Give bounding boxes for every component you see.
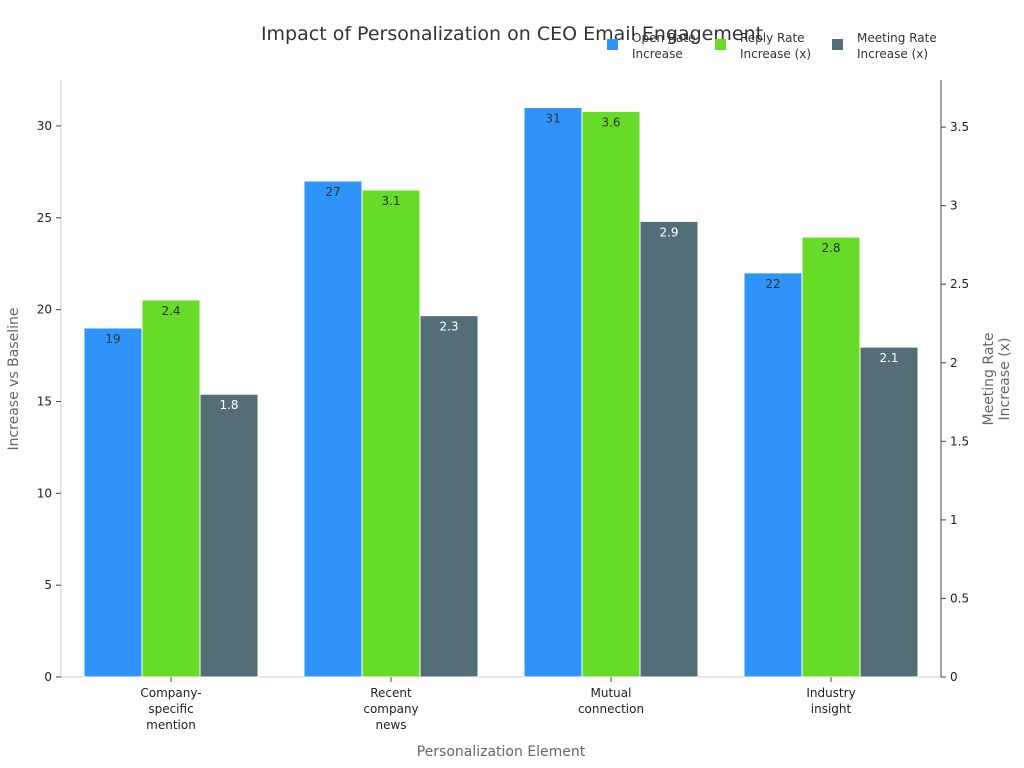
bar-value-label: 2.8 xyxy=(821,241,840,255)
y-tick-label: 25 xyxy=(37,211,52,225)
bar-value-label: 2.4 xyxy=(161,304,180,318)
y-tick-label: 20 xyxy=(37,303,52,317)
y2-tick-label: 0.5 xyxy=(950,591,969,605)
x-tick-label-line: Mutual xyxy=(591,686,632,700)
bar-value-label: 2.3 xyxy=(439,320,458,334)
bar xyxy=(199,393,259,678)
x-tick-label-line: Recent xyxy=(370,686,412,700)
bar xyxy=(523,107,583,678)
y2-tick-label: 3 xyxy=(950,199,958,213)
y2-tick-label: 3.5 xyxy=(950,120,969,134)
bar xyxy=(141,299,201,678)
x-tick-label-line: mention xyxy=(146,718,196,732)
y-tick-label: 0 xyxy=(44,670,52,684)
x-tick-label-line: company xyxy=(363,702,418,716)
x-tick-label-line: connection xyxy=(578,702,644,716)
bar-value-label: 31 xyxy=(545,112,560,126)
y2-tick-label: 2 xyxy=(950,356,958,370)
x-tick-label-line: specific xyxy=(148,702,193,716)
bar xyxy=(83,327,143,678)
y2-tick-label: 0 xyxy=(950,670,958,684)
bar xyxy=(361,189,421,678)
y-tick-label: 15 xyxy=(37,394,52,408)
bar-value-label: 3.1 xyxy=(381,194,400,208)
x-tick-label: Company-specific mention xyxy=(140,686,201,732)
bar xyxy=(801,236,861,678)
y-tick-label: 10 xyxy=(37,486,52,500)
legend-label-line: Increase xyxy=(632,47,683,61)
legend-swatch xyxy=(607,39,618,50)
y2-axis-title-line: Meeting Rate xyxy=(981,333,997,426)
legend-label: Reply Rate Increase (x) xyxy=(740,31,811,61)
bar xyxy=(419,315,479,678)
bar-value-label: 3.6 xyxy=(601,115,620,129)
x-tick-label-line: Company- xyxy=(140,686,201,700)
bar xyxy=(859,346,919,678)
chart-title: Impact of Personalization on CEO Email E… xyxy=(261,23,763,45)
x-tick-label: Industry insight xyxy=(806,686,855,716)
bar-value-label: 22 xyxy=(765,277,780,291)
x-tick-label: Mutual connection xyxy=(578,686,644,716)
x-axis-title: Personalization Element xyxy=(417,744,586,760)
y2-tick-label: 2.5 xyxy=(950,277,969,291)
legend-label-line: Open Rate xyxy=(632,31,695,45)
y2-axis-title-line: Increase (x) xyxy=(997,338,1013,421)
y-tick-label: 5 xyxy=(44,578,52,592)
y-axis-title: Increase vs Baseline xyxy=(6,307,22,450)
y-tick-label: 30 xyxy=(37,119,52,133)
x-tick-label-line: Industry xyxy=(806,686,855,700)
bar-value-label: 2.9 xyxy=(659,225,678,239)
bar xyxy=(639,220,699,678)
x-tick-label: Recent company news xyxy=(363,686,418,732)
bar-value-label: 19 xyxy=(105,332,120,346)
legend-label-line: Meeting Rate xyxy=(857,31,937,45)
legend-label-line: Reply Rate xyxy=(740,31,805,45)
legend-swatch xyxy=(832,39,843,50)
legend-label: Open Rate Increase xyxy=(632,31,695,61)
y2-axis-title: Meeting RateIncrease (x) xyxy=(981,333,1013,426)
bar xyxy=(581,110,641,678)
y2-tick-label: 1 xyxy=(950,513,958,527)
legend-label-line: Increase (x) xyxy=(740,47,811,61)
y2-tick-label: 1.5 xyxy=(950,434,969,448)
bar-value-label: 27 xyxy=(325,185,340,199)
bar xyxy=(743,272,803,678)
x-tick-label-line: insight xyxy=(811,702,852,716)
legend-swatch xyxy=(715,39,726,50)
legend-label: Meeting Rate Increase (x) xyxy=(857,31,937,61)
legend-label-line: Increase (x) xyxy=(857,47,928,61)
bar-value-label: 1.8 xyxy=(219,398,238,412)
x-tick-label-line: news xyxy=(375,718,406,732)
bar xyxy=(303,180,363,678)
bar-value-label: 2.1 xyxy=(879,351,898,365)
